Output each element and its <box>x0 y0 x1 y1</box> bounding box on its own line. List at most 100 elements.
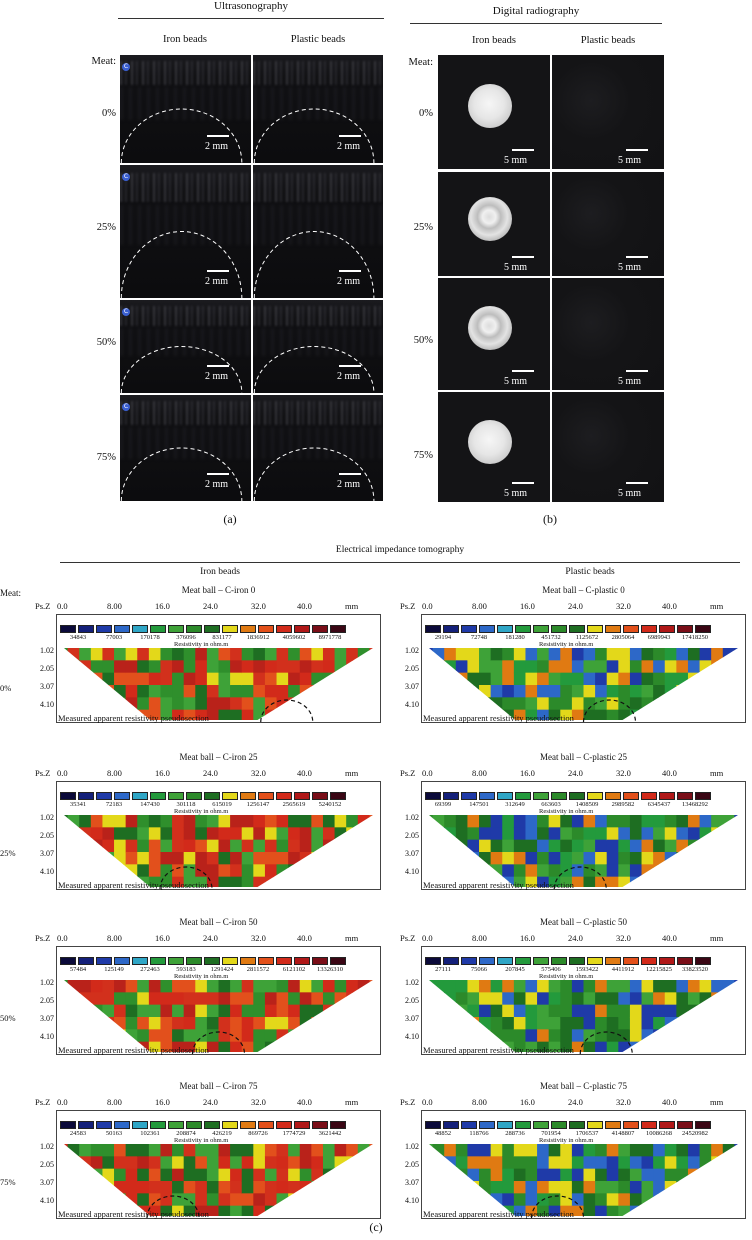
pseudosection-cell <box>90 660 104 674</box>
pseudosection-cell <box>276 980 289 993</box>
eit-panel-title: Meat ball – C-plastic 0 <box>542 585 625 595</box>
depth-label: 2.05 <box>40 831 54 840</box>
pseudosection-cell <box>172 1205 185 1216</box>
colorbar-swatch <box>258 625 274 633</box>
bead-dashed-arc <box>191 1031 246 1054</box>
pseudosection-cell <box>137 1193 150 1207</box>
pseudosection-cell <box>253 864 266 878</box>
pseudosection-cell <box>334 1017 347 1030</box>
pseudosection-cell <box>218 827 231 841</box>
pseudosection-cell <box>490 697 503 711</box>
pseudosection-cell <box>357 697 370 711</box>
pseudosection-cell <box>513 672 527 686</box>
colorbar-swatch <box>312 792 328 800</box>
bead-dashed-arc <box>120 108 243 163</box>
pseudosection-cell <box>618 852 631 865</box>
scale-label: 5 mm <box>618 488 642 499</box>
pseudosection-cell <box>369 827 373 841</box>
pseudosection-cell <box>432 672 445 686</box>
bead-dashed-arc <box>579 1031 633 1054</box>
pseudosection-cell <box>102 992 115 1006</box>
colorbar-swatch <box>443 957 459 965</box>
pseudosection-cell <box>525 1156 538 1170</box>
us-meat-label: Meat: <box>91 56 117 67</box>
pseudosection-cell <box>288 1205 301 1216</box>
us-tissue-texture <box>253 426 383 459</box>
pseudosection-cell <box>664 685 677 698</box>
pseudosection-cell <box>334 876 347 887</box>
pseudosection-cell <box>125 827 138 841</box>
pseudosection-cell <box>490 839 503 853</box>
colorbar-swatch <box>605 625 621 633</box>
pseudosection-cell <box>369 1181 373 1194</box>
pseudosection-cell <box>322 697 336 711</box>
pseudosection-cell <box>699 827 712 841</box>
pseudosection-cell <box>699 1041 712 1052</box>
pseudosection-cell <box>467 685 480 698</box>
pseudosection-cell <box>687 1181 701 1194</box>
pseudosection-cell <box>160 648 173 661</box>
pseudosection-cell <box>299 815 312 828</box>
pseudosection-cell <box>288 672 301 686</box>
colorbar-value: 35341 <box>69 801 87 808</box>
pseudosection-cell <box>537 827 550 841</box>
eit-frame <box>56 781 381 890</box>
pseudosection-cell <box>114 827 127 841</box>
pseudosection-cell <box>218 1017 231 1030</box>
colorbar-swatch <box>425 625 441 633</box>
pseudosection-cell <box>137 1004 150 1018</box>
pseudosection-cell <box>218 672 231 686</box>
pseudosection-cell <box>206 1144 220 1157</box>
eit-frame <box>421 946 746 1055</box>
pseudosection-cell <box>664 827 677 841</box>
pseudosection-cell <box>334 672 347 686</box>
pseudosection-cell <box>711 1041 724 1052</box>
pseudosection-cell <box>676 1144 689 1157</box>
pseudosection-cell <box>357 980 370 993</box>
pseudosection-cell <box>606 648 619 661</box>
pseudosection-cell <box>676 685 689 698</box>
pseudosection-cell <box>699 1144 712 1157</box>
pseudosection-cell <box>560 827 573 841</box>
pseudosection-cell <box>357 1205 370 1216</box>
colorbar-swatch <box>150 957 166 965</box>
colorbar-values: 57484 125149 272463 593183 1291424 2811572 612… <box>60 966 385 975</box>
pseudosection-cell <box>653 1017 666 1030</box>
colorbar-swatch <box>78 625 94 633</box>
pseudosection-cell <box>241 980 254 993</box>
pseudosection-cell <box>218 1004 231 1018</box>
pseudosection-cell <box>583 852 596 865</box>
scale-bar <box>512 370 534 372</box>
pseudosection-cell <box>513 1205 527 1216</box>
pseudosection-cell <box>218 1205 231 1216</box>
eit-tick-label: 40.0 <box>297 933 312 943</box>
eit-footer: Measured apparent resistivity pseudosect… <box>423 713 574 723</box>
pseudosection-cell <box>653 864 666 878</box>
pseudosection-cell <box>264 827 278 841</box>
pseudosection-cell <box>241 1205 254 1216</box>
pseudosection-cell <box>64 1029 69 1043</box>
pseudosection-cell <box>241 815 254 828</box>
colorbar-value: 1291424 <box>210 966 234 973</box>
colorbar-swatch <box>569 625 585 633</box>
eit-row-label: 0% <box>0 683 12 693</box>
colorbar-swatch <box>222 792 238 800</box>
pseudosection-cell <box>334 1029 347 1043</box>
scale-bar <box>339 365 361 367</box>
pseudosection-cell <box>322 672 336 686</box>
eit-tick-label: 16.0 <box>155 933 170 943</box>
colorbar-swatch <box>168 625 184 633</box>
colorbar-value: 4148807 <box>611 1130 635 1137</box>
pseudosection-cell <box>357 1156 370 1170</box>
colorbar-swatch <box>204 792 220 800</box>
pseudosection-cell <box>537 672 550 686</box>
pseudosection-cell <box>90 697 104 711</box>
pseudosection-cell <box>206 648 220 661</box>
pseudosection-cell <box>206 876 220 887</box>
pseudosection-cell <box>641 864 654 878</box>
colorbar-value: 2565619 <box>282 801 306 808</box>
pseudosection-cell <box>102 864 115 878</box>
pseudosection-cell <box>525 1029 538 1043</box>
colorbar-value: 57484 <box>69 966 87 973</box>
